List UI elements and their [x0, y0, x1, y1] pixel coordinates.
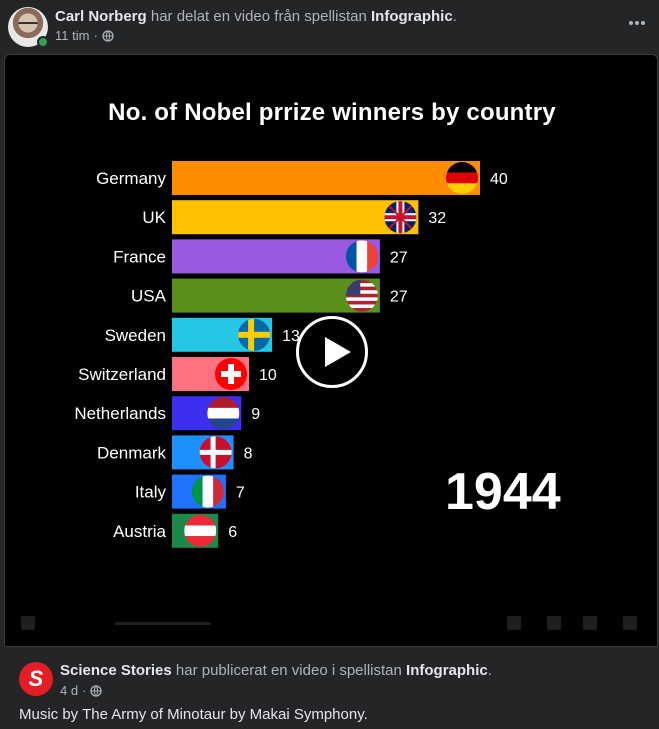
playlist-link[interactable]: Infographic	[371, 8, 453, 25]
value-label-austria: 6	[228, 524, 237, 541]
meta-separator: ·	[93, 28, 98, 43]
page-name[interactable]: Science Stories	[60, 662, 172, 679]
category-label-france: France	[113, 247, 166, 266]
post-timestamp[interactable]: 11 tim	[55, 28, 90, 43]
value-label-france: 27	[390, 249, 408, 266]
value-label-denmark: 8	[244, 445, 253, 462]
more-horizontal-icon	[629, 21, 645, 25]
period: .	[487, 662, 492, 679]
netherlands-flag-icon	[207, 397, 240, 430]
sweden-flag-icon	[238, 318, 271, 351]
austria-flag-icon	[184, 514, 217, 547]
category-label-sweden: Sweden	[105, 326, 166, 345]
bar-france	[172, 239, 380, 274]
progress-bar[interactable]	[115, 622, 211, 625]
share-playlist-link[interactable]: Infographic	[406, 662, 488, 679]
settings-icon[interactable]	[507, 616, 521, 630]
online-status-indicator	[37, 36, 49, 48]
denmark-flag-icon	[199, 436, 232, 469]
value-label-italy: 7	[236, 485, 245, 502]
category-label-switzerland: Switzerland	[78, 365, 166, 384]
value-label-uk: 32	[428, 210, 446, 227]
play-button[interactable]	[296, 316, 368, 388]
category-label-germany: Germany	[96, 169, 166, 188]
share-timestamp[interactable]: 4 d	[60, 683, 79, 698]
period: .	[452, 8, 457, 25]
play-control-icon[interactable]	[21, 616, 35, 630]
category-label-italy: Italy	[135, 483, 167, 502]
category-label-netherlands: Netherlands	[74, 404, 166, 423]
share-meta: 4 d ·	[60, 683, 103, 698]
shared-from-block: S Science Stories har publicerat en vide…	[0, 648, 659, 729]
video-chart-title: No. of Nobel prrize winners by country	[108, 99, 556, 126]
germany-flag-icon	[446, 162, 478, 194]
category-label-uk: UK	[142, 208, 166, 227]
globe-icon[interactable]	[90, 684, 103, 697]
category-label-austria: Austria	[113, 522, 166, 541]
share-header-text: Science Stories har publicerat en video …	[60, 662, 492, 679]
category-label-denmark: Denmark	[97, 443, 166, 462]
author-name[interactable]: Carl Norberg	[55, 8, 147, 25]
usa-flag-icon	[345, 279, 378, 312]
year-label: 1944	[445, 463, 561, 521]
france-flag-icon	[345, 240, 378, 273]
value-label-usa: 27	[390, 289, 408, 306]
post-action-text: har delat en video från spellistan	[146, 8, 371, 25]
meta-separator: ·	[82, 683, 87, 698]
post-header: Carl Norberg har delat en video från spe…	[8, 7, 653, 48]
post-meta: 11 tim ·	[55, 28, 114, 43]
video-player[interactable]: No. of Nobel prrize winners by country G…	[4, 54, 658, 647]
value-label-germany: 40	[490, 171, 508, 188]
more-options-button[interactable]	[625, 13, 649, 37]
author-avatar[interactable]	[8, 7, 48, 47]
science-stories-logo[interactable]: S	[19, 662, 53, 696]
globe-icon[interactable]	[102, 29, 114, 42]
volume-icon[interactable]	[623, 616, 637, 630]
category-label-usa: USA	[131, 287, 167, 306]
post-header-text: Carl Norberg har delat en video från spe…	[55, 8, 457, 25]
bar-germany	[172, 161, 480, 195]
value-label-sweden: 13	[282, 328, 300, 345]
captions-icon[interactable]	[547, 616, 561, 630]
post-caption: Music by The Army of Minotaur by Makai S…	[19, 706, 368, 723]
share-action-text: har publicerat en video i spellistan	[171, 662, 407, 679]
bar-usa	[172, 278, 380, 313]
value-label-switzerland: 10	[259, 367, 277, 384]
video-controls	[5, 608, 657, 638]
switzerland-flag-icon	[215, 358, 247, 390]
value-label-netherlands: 9	[251, 406, 260, 423]
fullscreen-icon[interactable]	[583, 616, 597, 630]
uk-flag-icon	[384, 201, 417, 234]
bar-uk	[172, 200, 419, 235]
bar-chart: Germany 40 UK 32 France 27 USA 27 Sweden 13 Switze…	[74, 161, 508, 548]
italy-flag-icon	[191, 475, 224, 508]
